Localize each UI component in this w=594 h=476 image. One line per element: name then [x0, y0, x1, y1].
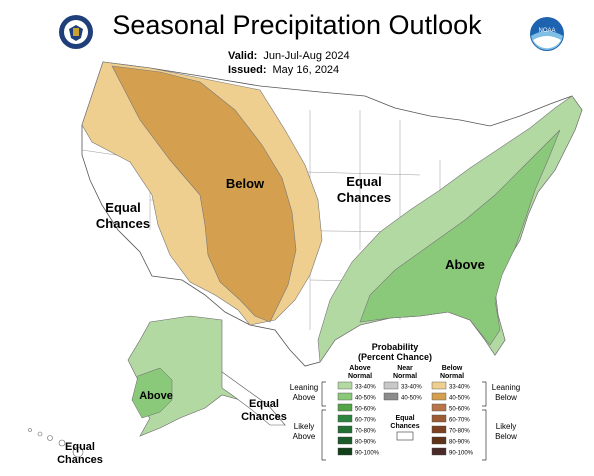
- above-40-50-area: [359, 129, 561, 346]
- legend-below-label-5: 80-90%: [449, 440, 470, 446]
- label-equal-central-1: Equal: [346, 174, 381, 189]
- label-alaska-equal-1: Equal: [249, 398, 279, 410]
- alaska-labels: Above Equal Chances Equal Chances: [57, 390, 287, 466]
- label-above: Above: [445, 257, 485, 272]
- legend-likely-above-2: Above: [293, 432, 316, 441]
- legend-below-swatch-6: [431, 447, 447, 456]
- legend-leaning-above-2: Above: [293, 393, 316, 402]
- legend-near-swatch-0: [383, 381, 399, 390]
- legend-above-swatch-6: [337, 447, 353, 456]
- legend-leaning-above-1: Leaning: [290, 383, 318, 392]
- legend-above-swatch-3: [337, 414, 353, 423]
- page-title: Seasonal Precipitation Outlook: [112, 10, 482, 40]
- legend-near-column: 33-40% 40-50%: [383, 381, 422, 402]
- legend-swatch-equal: [396, 431, 414, 441]
- label-equal-central-2: Chances: [337, 190, 391, 205]
- legend-near-swatch-1: [383, 392, 399, 401]
- legend-below-column: 33-40% 40-50% 50-60% 60-70% 70-80% 80-90% 90-1…: [431, 381, 474, 457]
- legend-likely-above-1: Likely: [294, 422, 314, 431]
- issued-label: Issued:: [228, 64, 267, 76]
- label-hawaii-equal-1: Equal: [65, 441, 95, 453]
- legend-col-near-2: Normal: [393, 373, 417, 380]
- legend-below-swatch-5: [431, 436, 447, 445]
- legend-near-label-1: 40-50%: [401, 396, 422, 402]
- noaa-logo-icon: NOAA: [530, 17, 564, 51]
- legend-bracket-leaning-below: [482, 381, 487, 407]
- legend-col-near-1: Near: [397, 365, 413, 372]
- legend-below-swatch-0: [431, 381, 447, 390]
- noaa-logo-text: NOAA: [538, 28, 555, 34]
- issued-value: May 16, 2024: [272, 64, 340, 76]
- alaska-above-40-50: [131, 367, 173, 419]
- legend-below-label-2: 50-60%: [449, 407, 470, 413]
- legend-above-label-1: 40-50%: [355, 396, 376, 402]
- legend-leaning-below-2: Below: [495, 393, 517, 402]
- issued-line: Issued: May 16, 2024: [228, 64, 339, 76]
- legend-col-above-2: Normal: [348, 373, 372, 380]
- legend-above-column: 33-40% 40-50% 50-60% 60-70% 70-80% 80-90% 90-1…: [337, 381, 380, 457]
- label-hawaii-equal-2: Chances: [57, 454, 103, 466]
- legend-bracket-leaning-above: [321, 381, 326, 407]
- legend-below-label-3: 60-70%: [449, 418, 470, 424]
- below-40-50-area: [111, 65, 297, 323]
- legend-above-label-6: 90-100%: [355, 451, 380, 457]
- legend-col-below-1: Below: [442, 365, 463, 372]
- alaska-panhandle: [221, 371, 286, 426]
- legend-near-label-0: 33-40%: [401, 385, 422, 391]
- label-alaska-above: Above: [139, 390, 173, 402]
- legend-below-label-6: 90-100%: [449, 451, 474, 457]
- legend-bracket-likely-below: [482, 409, 487, 461]
- legend-below-swatch-4: [431, 425, 447, 434]
- label-equal-west-2: Chances: [96, 216, 150, 231]
- legend-below-swatch-1: [431, 392, 447, 401]
- doc-seal-icon: [59, 15, 93, 49]
- legend-below-label-1: 40-50%: [449, 396, 470, 402]
- label-equal-west-1: Equal: [105, 200, 140, 215]
- legend: Probability (Percent Chance) Above Norma…: [290, 342, 520, 461]
- legend-equal-2: Chances: [390, 423, 419, 430]
- legend-above-label-0: 33-40%: [355, 385, 376, 391]
- valid-label: Valid:: [228, 50, 258, 62]
- legend-above-swatch-4: [337, 425, 353, 434]
- legend-below-label-4: 70-80%: [449, 429, 470, 435]
- label-alaska-equal-2: Chances: [241, 411, 287, 423]
- valid-value: Jun-Jul-Aug 2024: [263, 50, 350, 62]
- legend-leaning-below-1: Leaning: [492, 383, 520, 392]
- legend-above-swatch-2: [337, 403, 353, 412]
- legend-likely-below-1: Likely: [496, 422, 516, 431]
- hawaii-islands: [28, 428, 84, 458]
- legend-above-label-4: 70-80%: [355, 429, 376, 435]
- legend-equal-1: Equal: [395, 415, 414, 422]
- legend-bracket-likely-above: [321, 409, 326, 461]
- legend-below-label-0: 33-40%: [449, 385, 470, 391]
- legend-above-label-5: 80-90%: [355, 440, 376, 446]
- legend-likely-below-2: Below: [495, 432, 517, 441]
- legend-below-swatch-3: [431, 414, 447, 423]
- legend-col-below-2: Normal: [440, 373, 464, 380]
- legend-below-swatch-2: [431, 403, 447, 412]
- label-below: Below: [226, 176, 265, 191]
- legend-above-label-2: 50-60%: [355, 407, 376, 413]
- valid-line: Valid: Jun-Jul-Aug 2024: [228, 50, 350, 62]
- legend-title-2: (Percent Chance): [358, 352, 432, 362]
- legend-title-1: Probability: [372, 342, 419, 352]
- legend-above-swatch-5: [337, 436, 353, 445]
- legend-above-swatch-0: [337, 381, 353, 390]
- legend-above-swatch-1: [337, 392, 353, 401]
- legend-col-above-1: Above: [349, 365, 371, 372]
- legend-above-label-3: 60-70%: [355, 418, 376, 424]
- region-labels: Below Above Equal Chances Equal Chances: [96, 174, 485, 272]
